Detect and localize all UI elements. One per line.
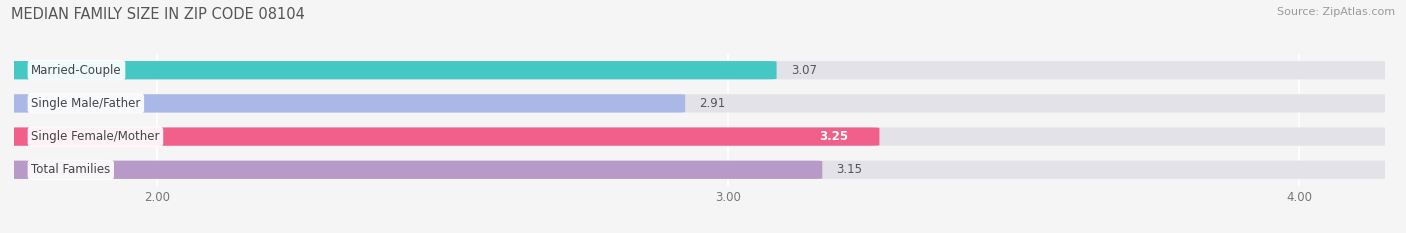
Text: MEDIAN FAMILY SIZE IN ZIP CODE 08104: MEDIAN FAMILY SIZE IN ZIP CODE 08104 (11, 7, 305, 22)
FancyBboxPatch shape (6, 94, 685, 113)
Text: Single Female/Mother: Single Female/Mother (31, 130, 160, 143)
Text: Married-Couple: Married-Couple (31, 64, 122, 77)
FancyBboxPatch shape (6, 127, 879, 146)
Text: 3.25: 3.25 (818, 130, 848, 143)
FancyBboxPatch shape (6, 127, 1393, 146)
Text: 3.07: 3.07 (790, 64, 817, 77)
FancyBboxPatch shape (6, 61, 1393, 79)
Text: Total Families: Total Families (31, 163, 111, 176)
Text: 2.91: 2.91 (700, 97, 725, 110)
Text: Single Male/Father: Single Male/Father (31, 97, 141, 110)
FancyBboxPatch shape (6, 94, 1393, 113)
Text: Source: ZipAtlas.com: Source: ZipAtlas.com (1277, 7, 1395, 17)
FancyBboxPatch shape (6, 161, 823, 179)
Text: 3.15: 3.15 (837, 163, 862, 176)
FancyBboxPatch shape (6, 61, 776, 79)
FancyBboxPatch shape (6, 161, 1393, 179)
